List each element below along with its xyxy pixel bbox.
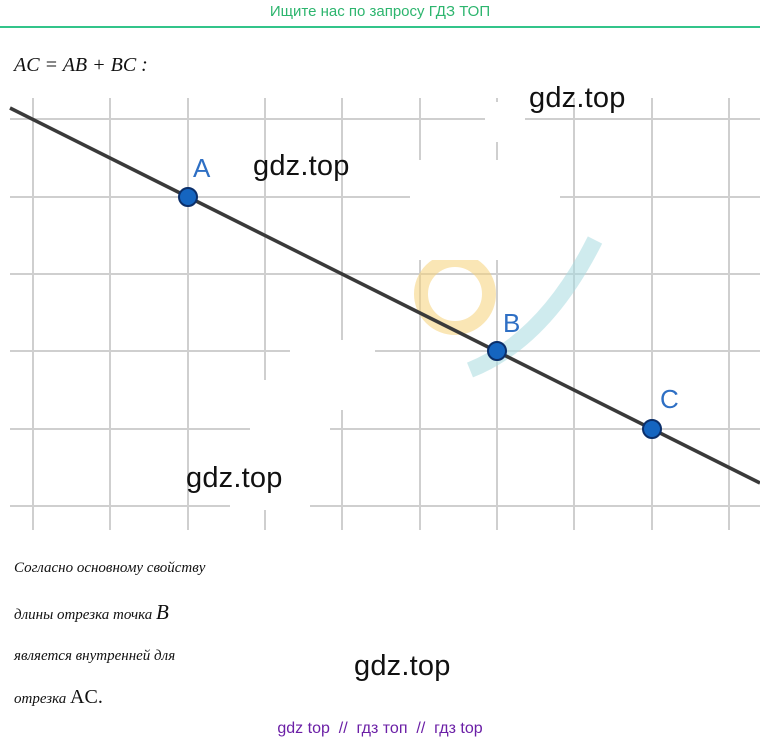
footer-text: gdz top // гдз топ // гдз top: [277, 720, 483, 737]
point-a-label: A: [193, 153, 211, 183]
point-c: C: [642, 384, 679, 439]
watermark: gdz.top: [529, 82, 626, 114]
segment-ac-math: AC.: [70, 686, 103, 708]
paragraph-line-4-text: отрезка: [14, 691, 71, 707]
top-banner: Ищите нас по запросу ГДЗ ТОП: [0, 0, 760, 28]
point-a-dot: [178, 187, 198, 207]
formula: AC = AB + BC :: [14, 54, 148, 76]
line-ac: [9, 106, 760, 485]
white-patches: [230, 102, 560, 510]
paragraph-line-2: длины отрезка точка B: [14, 600, 169, 625]
point-c-label: C: [660, 384, 679, 414]
watermark: gdz.top: [186, 462, 283, 494]
footer-links: gdz top // гдз топ // гдз top: [0, 720, 760, 738]
point-b-label: B: [503, 308, 520, 338]
geometry-diagram: A B C: [9, 98, 760, 530]
point-a: A: [178, 153, 211, 207]
point-b-dot: [487, 341, 507, 361]
paragraph-line-3: является внутренней для: [14, 648, 176, 664]
point-c-dot: [642, 419, 662, 439]
point-b: B: [487, 308, 520, 361]
paragraph-line-1: Согласно основному свойству: [14, 560, 206, 576]
point-b-math: B: [156, 600, 169, 624]
banner-text: Ищите нас по запросу ГДЗ ТОП: [269, 3, 491, 20]
watermark: gdz.top: [253, 150, 350, 182]
watermark: gdz.top: [354, 650, 451, 682]
paragraph-line-4: отрезка AC.: [14, 686, 103, 709]
paragraph-line-2-text: длины отрезка точка: [14, 607, 157, 623]
